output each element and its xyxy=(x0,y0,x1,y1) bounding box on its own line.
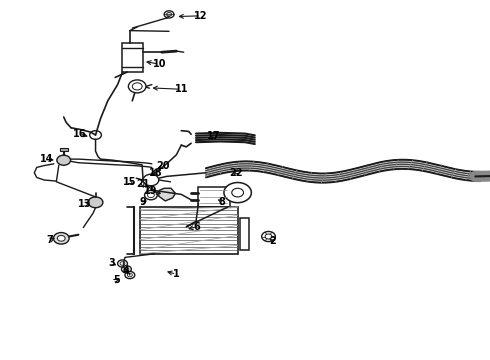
Text: 5: 5 xyxy=(113,275,120,285)
Text: 9: 9 xyxy=(140,197,147,207)
Text: 8: 8 xyxy=(218,197,225,207)
Bar xyxy=(60,148,68,151)
Circle shape xyxy=(265,234,272,239)
Circle shape xyxy=(224,183,251,203)
Circle shape xyxy=(143,174,159,186)
Text: 2: 2 xyxy=(269,236,276,246)
Bar xyxy=(122,43,143,72)
Text: 22: 22 xyxy=(229,168,243,178)
Text: 7: 7 xyxy=(47,235,53,245)
Circle shape xyxy=(232,188,244,197)
Circle shape xyxy=(88,197,103,208)
Text: 18: 18 xyxy=(148,168,162,178)
Text: 13: 13 xyxy=(77,199,91,210)
Text: 11: 11 xyxy=(174,84,188,94)
Text: 19: 19 xyxy=(144,186,158,196)
Circle shape xyxy=(125,271,135,279)
Bar xyxy=(140,207,238,254)
Circle shape xyxy=(164,11,174,18)
Circle shape xyxy=(57,235,65,241)
Circle shape xyxy=(127,273,132,277)
Text: 10: 10 xyxy=(152,59,166,69)
Circle shape xyxy=(122,266,131,273)
Circle shape xyxy=(147,193,154,198)
Text: 17: 17 xyxy=(207,131,221,141)
Bar xyxy=(198,187,230,207)
Text: 15: 15 xyxy=(123,177,137,187)
Text: 4: 4 xyxy=(123,266,130,276)
Circle shape xyxy=(90,131,101,139)
Circle shape xyxy=(128,80,146,93)
Text: 21: 21 xyxy=(136,179,149,189)
Text: 12: 12 xyxy=(194,11,208,21)
Text: 6: 6 xyxy=(194,222,200,232)
Text: 1: 1 xyxy=(173,269,180,279)
Polygon shape xyxy=(159,188,175,201)
Circle shape xyxy=(120,262,125,265)
Circle shape xyxy=(124,267,129,271)
Text: 14: 14 xyxy=(40,154,54,164)
Circle shape xyxy=(145,190,157,200)
Circle shape xyxy=(167,13,172,16)
Circle shape xyxy=(132,83,142,90)
Circle shape xyxy=(262,231,275,242)
Circle shape xyxy=(118,260,127,267)
Circle shape xyxy=(57,155,71,165)
Text: 3: 3 xyxy=(108,258,115,268)
Text: 16: 16 xyxy=(73,129,86,139)
Circle shape xyxy=(53,233,69,244)
Bar xyxy=(185,214,193,252)
Text: 20: 20 xyxy=(156,161,170,171)
Bar xyxy=(240,218,249,250)
